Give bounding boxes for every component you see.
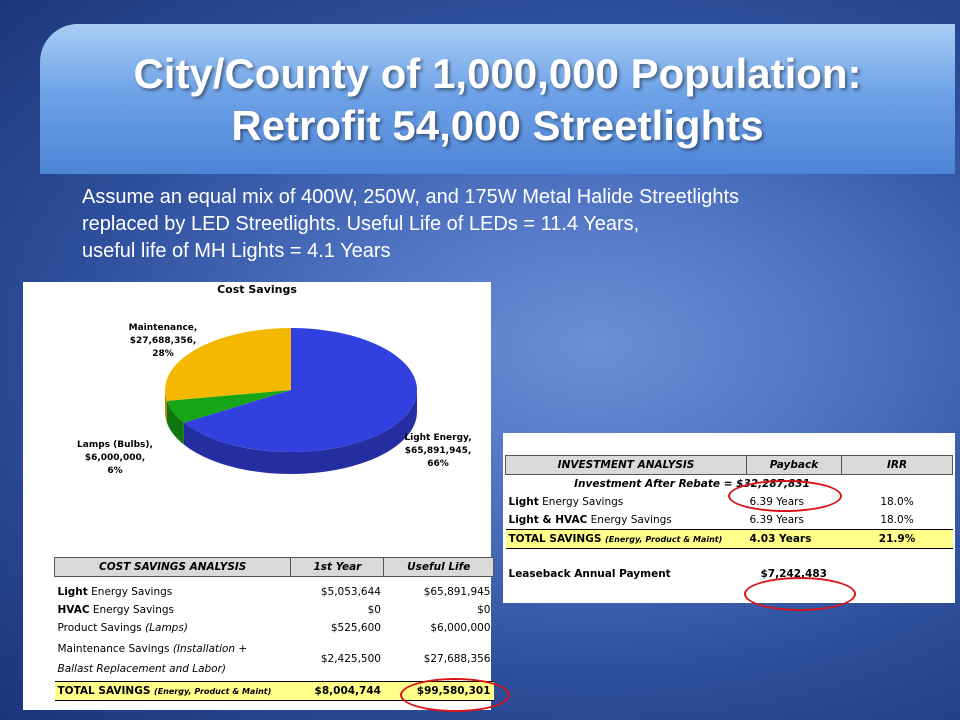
title-banner [40,24,955,174]
slide-subtitle: Assume an equal mix of 400W, 250W, and 1… [82,184,942,265]
leaseback-label: Leaseback Annual Payment [508,568,671,580]
pie-label-lamps: Lamps (Bulbs), $6,000,000, 6% [63,439,167,478]
table-row: Product Savings (Lamps) $525,600 $6,000,… [55,619,494,637]
investment-table-header: INVESTMENT ANALYSIS Payback IRR [505,455,953,475]
cost-row-maint-first: $2,425,500 [320,652,381,665]
investment-panel: INVESTMENT ANALYSIS Payback IRR Investme… [503,433,955,603]
cost-row-hvac-first: $0 [367,603,381,616]
cost-row-hvac-bold: HVAC [57,603,90,616]
cost-row-maint-label: Maintenance Savings [57,642,173,655]
pie-label-maintenance-value: $27,688,356, [129,336,197,346]
invest-row-hvac-bold: Light & HVAC [508,514,588,526]
cost-total-first: $8,004,744 [290,681,384,700]
cost-table-header: COST SAVINGS ANALYSIS 1st Year Useful Li… [53,557,494,577]
invest-header-payback: Payback [746,455,842,475]
subtitle-line-3: useful life of MH Lights = 4.1 Years [82,240,391,262]
invest-row-hvac-payback: 6.39 Years [749,514,804,526]
invest-row-light-irr: 18.0% [880,496,914,508]
table-row: HVAC Energy Savings $0 $0 [55,601,494,619]
cost-row-hvac-life: $0 [477,603,491,616]
cost-savings-panel: Cost Savings Maintenance, $27,688,356, 2… [23,282,494,710]
subtitle-line-2: replaced by LED Streetlights. Useful Lif… [82,213,640,235]
invest-row-light-label: Energy Savings [538,496,624,508]
pie-slice-2 [165,328,291,401]
subtitle-line-1: Assume an equal mix of 400W, 250W, and 1… [82,186,740,208]
invest-row-hvac-label: Energy Savings [587,514,672,526]
highlight-circle-total-life [400,678,510,712]
cost-row-light-label: Energy Savings [87,585,173,598]
cost-row-maint-italic2: Ballast Replacement and Labor) [57,662,227,675]
invest-row-hvac-irr: 18.0% [880,514,914,526]
table-row [506,549,953,566]
cost-header-first-year: 1st Year [290,557,385,577]
table-row: Leaseback Annual Payment $7,242,483 [506,565,953,583]
pie-label-light-value: $65,891,945, [404,446,472,456]
pie-label-maintenance-pct: 28% [152,349,174,359]
pie-label-maintenance: Maintenance, $27,688,356, 28% [115,322,211,361]
pie-side-2 [165,390,167,423]
investment-table: INVESTMENT ANALYSIS Payback IRR Investme… [505,455,953,583]
pie-slice-0 [183,328,418,452]
cost-row-maint-life: $27,688,356 [423,652,491,665]
pie-label-maintenance-name: Maintenance, [128,323,198,333]
cost-row-product-italic: (Lamps) [145,621,188,634]
cost-row-product-life: $6,000,000 [430,621,491,634]
cost-header-useful-life: Useful Life [383,557,494,577]
cost-row-light-bold: Light [57,585,88,598]
pie-chart [165,328,418,474]
cost-savings-table: COST SAVINGS ANALYSIS 1st Year Useful Li… [53,557,494,701]
title-line-2: Retrofit 54,000 Streetlights [231,102,764,149]
pie-label-light-name: Light Energy, [404,433,472,443]
invest-header-analysis: INVESTMENT ANALYSIS [505,455,747,475]
pie-label-lamps-value: $6,000,000, [84,453,146,463]
cost-row-product-first: $525,600 [330,621,381,634]
cost-row-light-first: $5,053,644 [320,585,381,598]
invest-after-rebate-label: Investment After Rebate = [574,478,737,490]
invest-total-irr: 21.9% [841,529,953,549]
pie-label-light-energy: Light Energy, $65,891,945, 66% [395,432,481,471]
pie-chart-title: Cost Savings [217,283,297,296]
cost-total-label: TOTAL SAVINGS [57,684,155,697]
pie-side-1 [166,400,184,445]
invest-total-payback: 4.03 Years [746,529,842,549]
pie-slice-1 [166,390,291,423]
invest-total-label: TOTAL SAVINGS [508,533,606,545]
pie-side-0 [183,390,418,474]
cost-row-light-life: $65,891,945 [423,585,491,598]
cost-row-maint-italic1: (Installation + [172,642,248,655]
table-row: Light Energy Savings $5,053,644 $65,891,… [55,583,494,601]
cost-header-analysis: COST SAVINGS ANALYSIS [53,557,292,577]
highlight-circle-leaseback [744,577,856,611]
invest-header-irr: IRR [841,455,953,475]
table-row: Maintenance Savings (Installation + Ball… [55,637,494,682]
cost-total-note: (Energy, Product & Maint) [154,686,272,696]
pie-label-light-pct: 66% [427,459,449,469]
pie-label-lamps-name: Lamps (Bulbs), [77,440,153,450]
cost-row-product-label: Product Savings [57,621,146,634]
invest-row-light-bold: Light [508,496,539,508]
invest-total-row: TOTAL SAVINGS (Energy, Product & Maint) … [505,529,953,549]
slide-title: City/County of 1,000,000 Population: Ret… [40,48,955,152]
cost-row-hvac-label: Energy Savings [89,603,175,616]
highlight-circle-after-rebate [728,480,842,512]
table-row: Investment After Rebate = $32,287,831 [506,475,953,494]
pie-label-lamps-pct: 6% [107,466,123,476]
invest-total-note: (Energy, Product & Maint) [605,535,723,544]
table-row: Light & HVAC Energy Savings 6.39 Years 1… [506,511,953,530]
title-line-1: City/County of 1,000,000 Population: [133,50,862,97]
